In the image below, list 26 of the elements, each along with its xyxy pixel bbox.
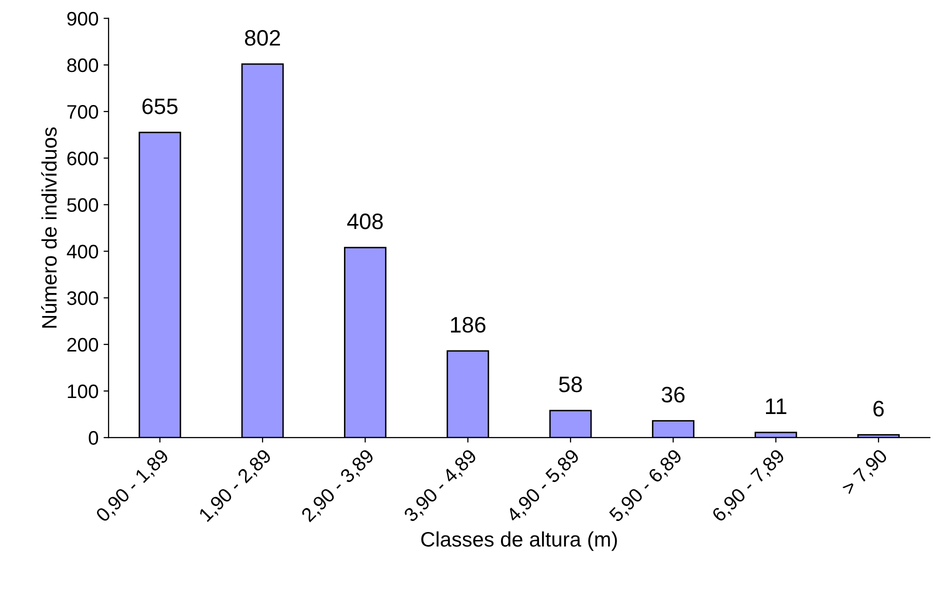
y-axis-title: Número de indivíduos — [41, 127, 57, 328]
x-tick-label: 4,90 - 5,89 — [505, 448, 582, 524]
y-tick-label: 300 — [67, 291, 98, 306]
x-tick-label: 0,90 - 1,89 — [95, 448, 171, 524]
y-tick-label: 700 — [67, 104, 98, 119]
y-tick-label: 900 — [67, 12, 98, 26]
data-label: 36 — [662, 386, 685, 403]
y-tick-label: 800 — [67, 58, 98, 72]
x-tick-label: 5,90 - 6,89 — [608, 448, 684, 524]
x-axis-title: Classes de altura (m) — [421, 531, 617, 551]
data-label: 186 — [451, 316, 486, 333]
y-tick-label: 0 — [88, 431, 98, 445]
y-tick-label: 600 — [67, 152, 98, 166]
data-label: 802 — [244, 30, 280, 46]
y-tick-label: 100 — [68, 384, 98, 398]
data-label: 11 — [766, 398, 786, 414]
data-label: 6 — [873, 400, 884, 417]
x-tick-label: 6,90 - 7,89 — [711, 448, 787, 524]
y-tick-label: 500 — [67, 198, 98, 212]
x-tick-label: > 7,90 — [840, 448, 890, 497]
data-label: 408 — [347, 214, 383, 230]
y-tick-label: 200 — [67, 338, 98, 352]
data-label: 655 — [142, 98, 178, 114]
data-label: 58 — [559, 376, 582, 392]
y-tick-label: 400 — [66, 244, 98, 258]
x-tick-label: 3,90 - 4,89 — [403, 448, 479, 524]
